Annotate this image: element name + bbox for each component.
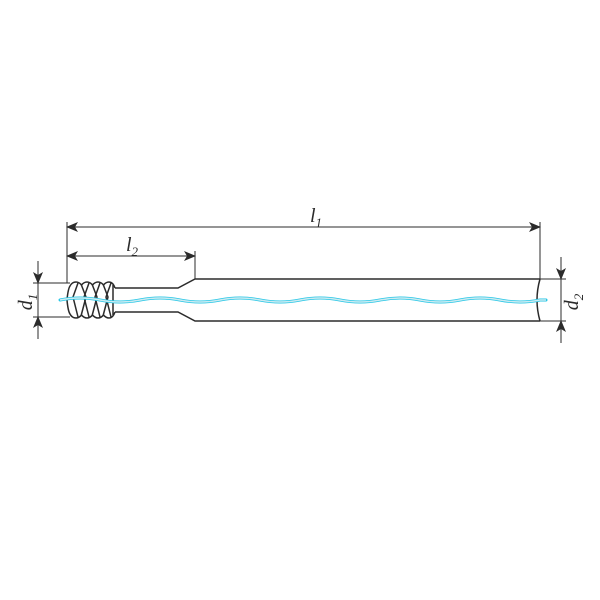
- label-l1: l1: [310, 205, 322, 230]
- label-l2: l2: [126, 234, 139, 259]
- coolant-centerline: [60, 298, 546, 302]
- label-d1: d1: [15, 294, 40, 311]
- label-d2: d2: [561, 293, 586, 310]
- dimension-l2: l2: [67, 234, 195, 279]
- tool-technical-drawing: l1 l2: [0, 0, 600, 600]
- tool-body: [60, 279, 546, 321]
